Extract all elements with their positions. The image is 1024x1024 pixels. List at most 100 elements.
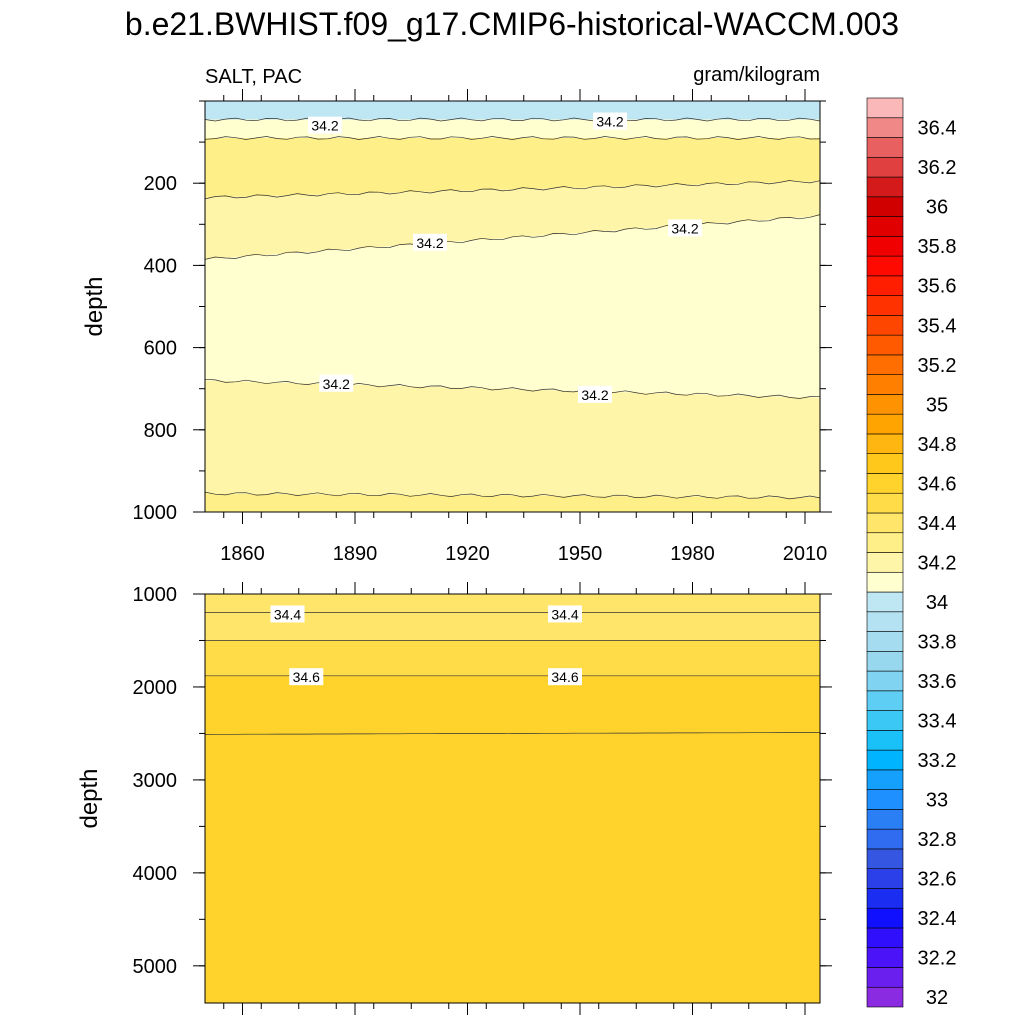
contour-label: 34.2 — [581, 387, 608, 403]
colorbar-swatch — [866, 176, 904, 198]
colorbar-swatch — [866, 156, 904, 178]
colorbar-swatch — [866, 789, 904, 810]
colorbar-swatch — [866, 532, 904, 553]
contour-label: 34.2 — [671, 220, 698, 236]
colorbar-label: 34.2 — [918, 552, 957, 574]
y-axis-label: depth — [76, 768, 103, 828]
contour-line — [204, 117, 821, 122]
contour-label-bg — [413, 233, 447, 251]
contour-band — [205, 101, 820, 120]
colorbar-label: 35.6 — [918, 276, 957, 298]
colorbar-swatch — [866, 888, 904, 909]
y-tick-label: 1000 — [133, 502, 178, 524]
contour-label: 34.2 — [416, 235, 443, 251]
colorbar-label: 36.4 — [918, 118, 957, 140]
contour-band — [205, 137, 820, 198]
contour-band — [205, 119, 820, 138]
colorbar-label: 35.8 — [918, 236, 957, 258]
contour-label-bg — [668, 219, 702, 237]
colorbar-label: 32 — [926, 987, 948, 1009]
colorbar-swatch — [866, 394, 904, 415]
colorbar-swatch — [866, 552, 904, 573]
x-tick-label: 1920 — [445, 543, 490, 565]
y-tick-label: 800 — [144, 420, 177, 442]
contour-band — [205, 181, 820, 260]
colorbar-swatch — [866, 354, 904, 375]
colorbar-swatch — [866, 927, 904, 949]
x-tick-label: 1890 — [333, 543, 378, 565]
x-tick-label: 1950 — [558, 543, 603, 565]
y-tick-label: 5000 — [133, 956, 178, 978]
colorbar-swatch — [866, 433, 904, 454]
contour-label: 34.2 — [311, 118, 338, 134]
colorbar-swatch — [866, 769, 904, 790]
contour-line — [204, 732, 820, 735]
colorbar-label: 33.4 — [918, 710, 957, 732]
contour-line — [204, 214, 821, 260]
colorbar-label: 34.8 — [918, 434, 957, 456]
colorbar-swatch — [866, 868, 904, 889]
colorbar-swatch — [866, 473, 904, 494]
colorbar-swatch — [866, 137, 904, 158]
contour-label: 34.4 — [551, 606, 578, 622]
colorbar-swatch — [866, 216, 904, 237]
figure-title: b.e21.BWHIST.f09_g17.CMIP6-historical-WA… — [124, 6, 900, 42]
colorbar-swatch — [866, 97, 904, 119]
colorbar-swatch — [866, 730, 904, 751]
contour-band — [205, 732, 820, 1003]
colorbar-swatch — [866, 512, 904, 534]
contour-label-bg — [319, 374, 354, 392]
contour-line — [204, 180, 821, 200]
contour-band — [205, 493, 820, 512]
colorbar-swatch — [866, 374, 904, 395]
colorbar-swatch — [866, 986, 904, 1008]
variable-label: SALT, PAC — [205, 66, 302, 88]
y-tick-label: 200 — [144, 173, 177, 195]
colorbar-label: 32.8 — [918, 829, 957, 851]
colorbar-label: 33.8 — [918, 631, 957, 653]
colorbar-swatch — [866, 651, 904, 672]
colorbar-label: 33.6 — [918, 671, 957, 693]
colorbar-swatch — [866, 670, 904, 692]
colorbar-swatch — [866, 492, 904, 514]
colorbar-label: 36 — [926, 197, 948, 219]
contour-label-bg — [289, 668, 324, 686]
colorbar-label: 34.4 — [918, 513, 957, 535]
colorbar-swatch — [866, 710, 904, 731]
colorbar-label: 32.6 — [918, 869, 957, 891]
contour-label: 34.2 — [596, 114, 623, 130]
colorbar-swatch — [866, 255, 904, 277]
colorbar-swatch — [866, 611, 904, 632]
colorbar-swatch — [866, 947, 904, 968]
contour-label-bg — [548, 605, 582, 623]
panel-upper-ocean: 34.2 34.2 34.2 34.2 34.2 34.2 200 400 600 800 1000… — [81, 89, 832, 565]
panel-deep-ocean: 34.4 34.4 34.6 34.6 1000 2000 3000 4000 5000 dept… — [76, 582, 832, 1015]
contour-band — [205, 675, 820, 735]
contour-label: 34.2 — [323, 376, 350, 392]
colorbar-swatch — [866, 907, 904, 929]
colorbar-swatch — [866, 809, 904, 830]
colorbar-label: 34.6 — [918, 473, 957, 495]
contour-label: 34.4 — [274, 606, 301, 622]
colorbar-swatch — [866, 413, 904, 435]
colorbar-swatch — [866, 275, 904, 296]
contour-band — [205, 216, 820, 398]
x-tick-label: 1860 — [220, 543, 265, 565]
colorbar-label: 34 — [926, 592, 948, 614]
colorbar-label: 33.2 — [918, 750, 957, 772]
contour-band — [205, 380, 820, 498]
colorbar-label: 35.2 — [918, 355, 957, 377]
y-tick-label: 3000 — [133, 770, 178, 792]
colorbar-swatch — [866, 117, 904, 138]
contour-label-bg — [593, 112, 627, 130]
contour-label-bg — [270, 605, 305, 623]
y-axis-label: depth — [81, 276, 108, 336]
colorbar-swatch — [866, 334, 904, 356]
colorbar-swatch — [866, 828, 904, 850]
colorbar-swatch — [866, 848, 904, 869]
colorbar-swatch — [866, 236, 904, 257]
contour-line — [204, 491, 821, 500]
contour-label: 34.6 — [293, 669, 320, 685]
contour-band — [205, 594, 820, 613]
